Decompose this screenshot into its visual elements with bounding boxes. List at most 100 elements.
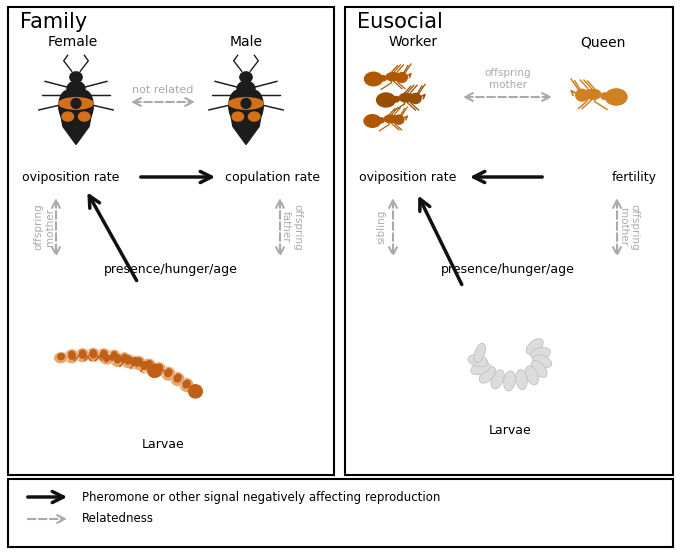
Ellipse shape <box>79 112 90 121</box>
Ellipse shape <box>67 81 85 96</box>
Bar <box>345 7 673 475</box>
Ellipse shape <box>70 72 82 83</box>
Text: Eusocial: Eusocial <box>357 12 443 32</box>
Ellipse shape <box>364 115 381 127</box>
Ellipse shape <box>525 366 538 385</box>
Ellipse shape <box>130 357 138 366</box>
Text: oviposition rate: oviposition rate <box>22 170 119 184</box>
Polygon shape <box>229 108 262 144</box>
Ellipse shape <box>64 349 79 364</box>
Ellipse shape <box>229 90 247 122</box>
Ellipse shape <box>57 353 65 360</box>
Text: Relatedness: Relatedness <box>82 512 154 526</box>
Ellipse shape <box>394 115 404 124</box>
Ellipse shape <box>137 359 152 374</box>
Ellipse shape <box>117 352 132 367</box>
Text: not related: not related <box>132 85 194 95</box>
Text: presence/hunger/age: presence/hunger/age <box>104 264 238 276</box>
Ellipse shape <box>393 97 399 102</box>
Ellipse shape <box>151 362 166 377</box>
Text: copulation rate: copulation rate <box>225 170 320 184</box>
Ellipse shape <box>135 357 143 367</box>
Ellipse shape <box>386 73 400 81</box>
Ellipse shape <box>148 364 162 377</box>
Ellipse shape <box>575 89 588 101</box>
Ellipse shape <box>151 366 159 373</box>
Ellipse shape <box>526 339 543 355</box>
Text: Worker: Worker <box>388 35 438 49</box>
Ellipse shape <box>75 90 93 122</box>
Ellipse shape <box>86 347 101 362</box>
Ellipse shape <box>503 371 515 391</box>
Ellipse shape <box>59 98 93 109</box>
Ellipse shape <box>97 348 111 363</box>
Ellipse shape <box>192 387 199 393</box>
Ellipse shape <box>241 99 251 108</box>
Bar <box>8 7 334 475</box>
Ellipse shape <box>121 354 129 363</box>
Ellipse shape <box>89 349 97 359</box>
Ellipse shape <box>53 352 68 364</box>
Ellipse shape <box>410 93 421 104</box>
Text: offspring
father: offspring father <box>282 204 303 250</box>
Text: Male: Male <box>229 35 262 49</box>
Ellipse shape <box>531 347 551 360</box>
Ellipse shape <box>179 378 194 392</box>
Ellipse shape <box>399 93 413 102</box>
Text: Larvae: Larvae <box>142 438 184 452</box>
Ellipse shape <box>240 72 252 83</box>
Ellipse shape <box>79 350 86 359</box>
Text: offspring
mother: offspring mother <box>485 68 532 90</box>
Ellipse shape <box>147 366 162 376</box>
Ellipse shape <box>516 370 527 390</box>
Ellipse shape <box>380 75 386 81</box>
Ellipse shape <box>161 366 176 381</box>
Text: Family: Family <box>20 12 87 32</box>
Ellipse shape <box>491 370 504 389</box>
Ellipse shape <box>249 112 260 121</box>
Ellipse shape <box>114 354 121 364</box>
Ellipse shape <box>140 361 149 370</box>
Ellipse shape <box>468 355 488 367</box>
Ellipse shape <box>531 361 547 377</box>
Ellipse shape <box>229 98 263 109</box>
Ellipse shape <box>71 99 81 108</box>
Ellipse shape <box>173 374 182 382</box>
Ellipse shape <box>75 348 90 362</box>
Polygon shape <box>60 108 92 144</box>
Text: sibling: sibling <box>376 210 386 244</box>
Text: offspring
mother: offspring mother <box>33 204 55 250</box>
Ellipse shape <box>103 354 111 362</box>
Ellipse shape <box>471 362 490 375</box>
Ellipse shape <box>59 90 77 122</box>
Ellipse shape <box>171 372 185 386</box>
Ellipse shape <box>164 368 173 377</box>
Ellipse shape <box>132 356 146 370</box>
Text: Pheromone or other signal negatively affecting reproduction: Pheromone or other signal negatively aff… <box>82 491 440 503</box>
Ellipse shape <box>384 115 397 123</box>
Ellipse shape <box>121 354 136 369</box>
Text: fertility: fertility <box>612 170 657 184</box>
Ellipse shape <box>110 351 119 360</box>
Text: offspring
mother: offspring mother <box>618 204 640 250</box>
Text: presence/hunger/age: presence/hunger/age <box>441 264 575 276</box>
Ellipse shape <box>585 89 601 99</box>
Ellipse shape <box>68 351 76 360</box>
Ellipse shape <box>99 353 114 365</box>
Ellipse shape <box>397 73 408 82</box>
Ellipse shape <box>474 343 486 362</box>
Text: Queen: Queen <box>580 35 625 49</box>
Ellipse shape <box>100 350 108 359</box>
Ellipse shape <box>145 360 153 369</box>
Ellipse shape <box>479 366 495 384</box>
Ellipse shape <box>188 385 202 398</box>
Ellipse shape <box>377 93 395 107</box>
Ellipse shape <box>107 350 121 364</box>
Ellipse shape <box>532 355 552 368</box>
Ellipse shape <box>606 89 627 105</box>
Ellipse shape <box>188 386 203 397</box>
Text: Larvae: Larvae <box>488 423 532 436</box>
Ellipse shape <box>127 355 142 370</box>
Ellipse shape <box>155 364 163 373</box>
Ellipse shape <box>601 93 608 99</box>
